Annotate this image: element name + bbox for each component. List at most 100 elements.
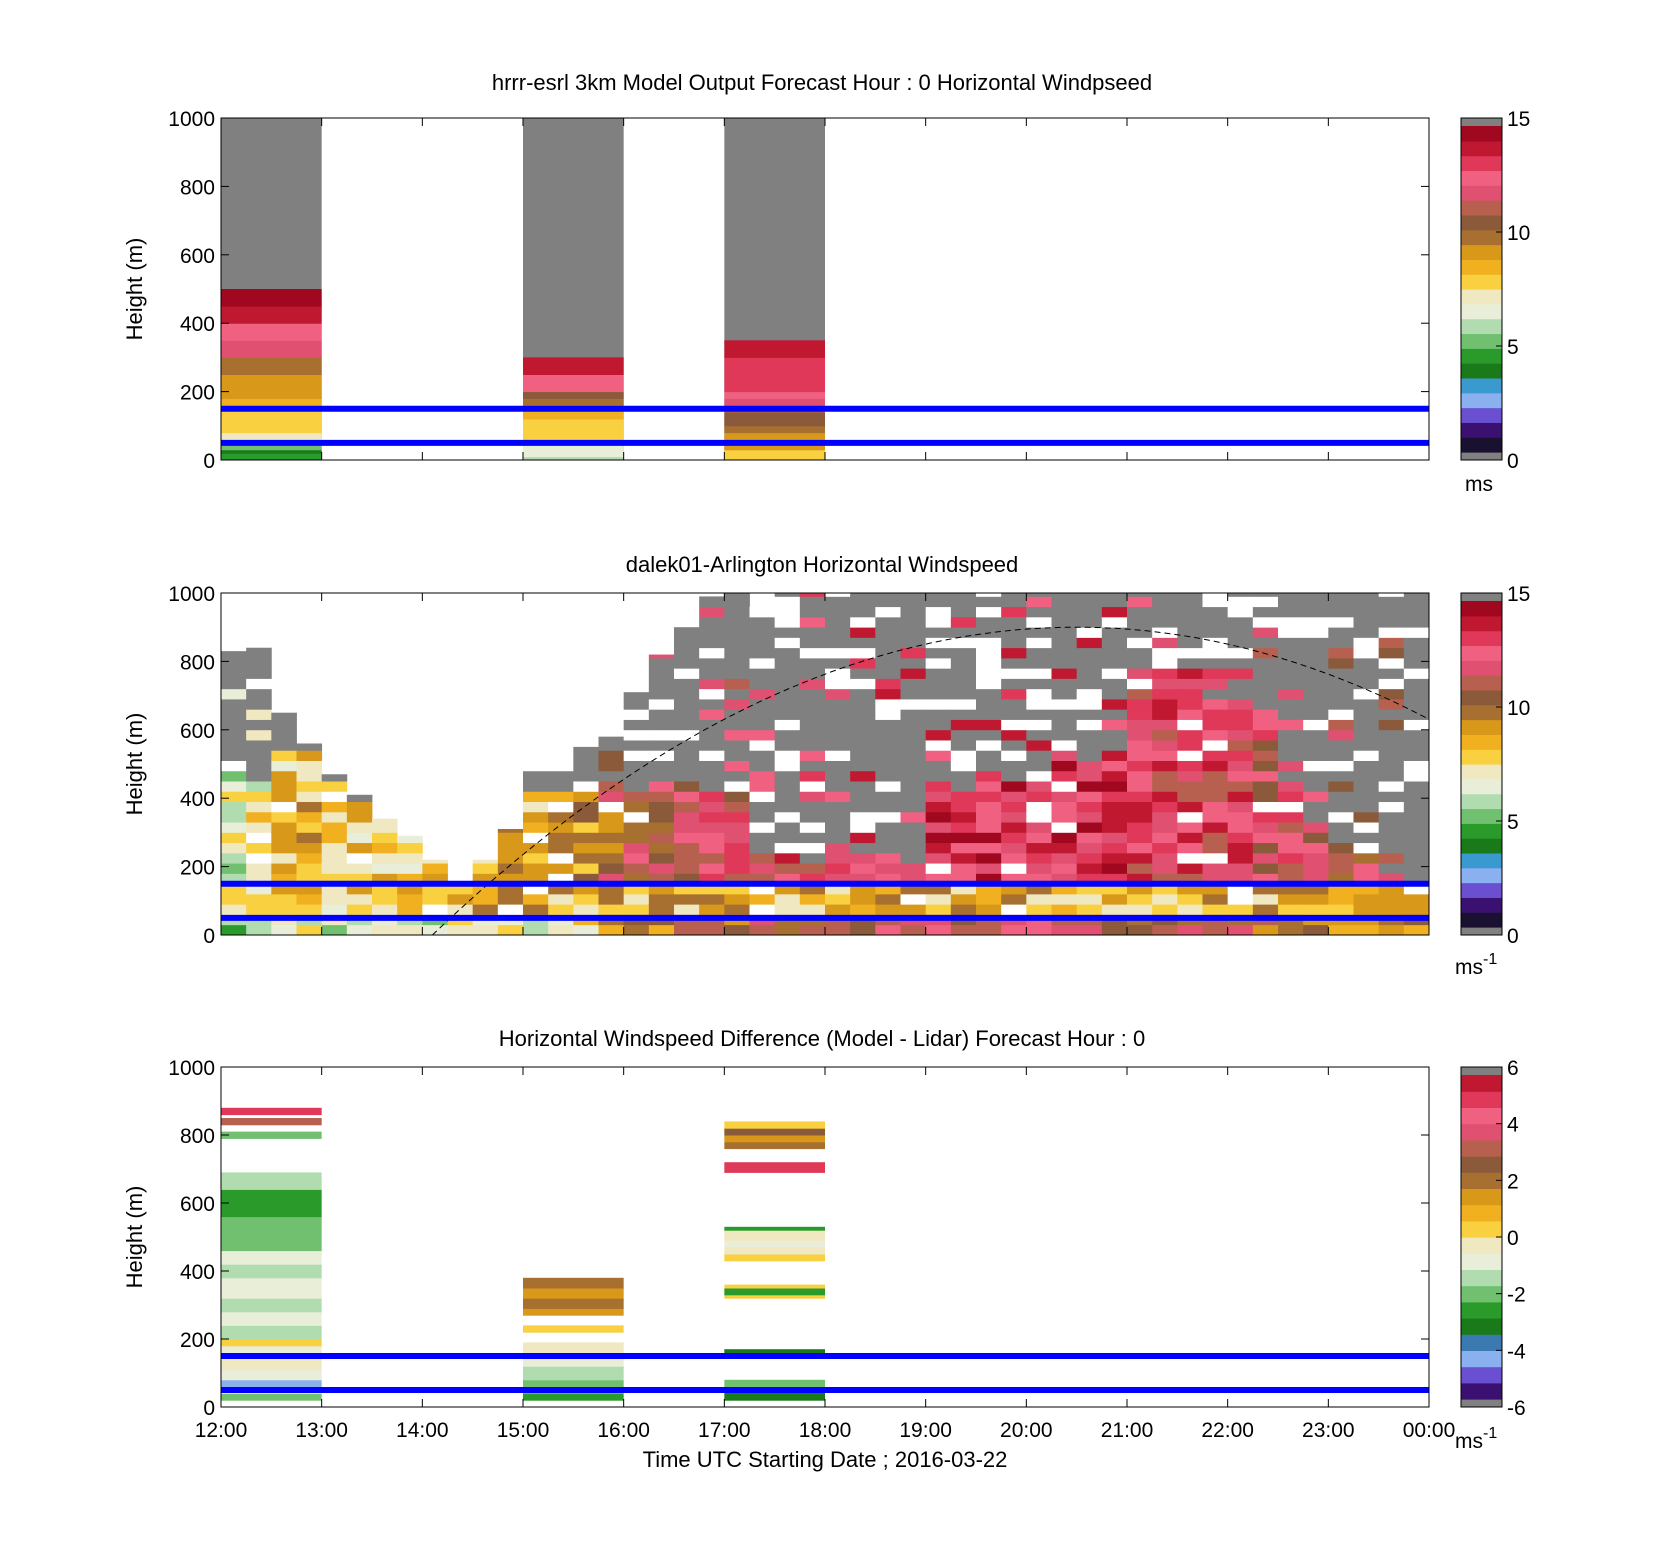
heatmap-cell <box>950 904 977 915</box>
heatmap-cell <box>1051 893 1078 905</box>
heatmap-cell <box>900 863 927 874</box>
heatmap-cell <box>825 873 851 885</box>
heatmap-cell <box>523 442 624 451</box>
colorbar-swatch <box>1461 630 1502 647</box>
heatmap-cell <box>1328 647 1354 659</box>
heatmap-cell <box>724 647 750 659</box>
heatmap-cell <box>1076 668 1103 679</box>
heatmap-cell <box>598 852 625 864</box>
heatmap-cell <box>1076 832 1103 844</box>
heatmap-cell <box>1202 593 1229 597</box>
heatmap-cell <box>674 637 700 649</box>
heatmap-cell <box>1227 883 1254 895</box>
heatmap-cell <box>699 719 725 731</box>
heatmap-cell <box>1278 842 1304 854</box>
colorbar-swatch <box>1461 1123 1502 1141</box>
heatmap-cell <box>523 1366 624 1381</box>
colorbar-swatch <box>1461 437 1502 453</box>
heatmap-cell <box>1001 750 1027 761</box>
heatmap-cell <box>749 760 776 772</box>
heatmap-cell <box>1378 770 1405 782</box>
heatmap-cell <box>799 904 826 915</box>
heatmap-cell <box>1152 688 1178 700</box>
heatmap-cell <box>1202 770 1229 782</box>
heatmap-cell <box>699 637 725 649</box>
heatmap-cell <box>1252 760 1279 772</box>
heatmap-cell <box>976 770 1002 782</box>
heatmap-cell <box>799 627 826 638</box>
heatmap-cell <box>1227 842 1254 854</box>
heatmap-cell <box>1177 627 1203 638</box>
heatmap-cell <box>372 904 398 915</box>
heatmap-cell <box>1001 781 1027 792</box>
heatmap-cell <box>950 842 977 854</box>
heatmap-cell <box>950 729 977 741</box>
heatmap-cell <box>749 822 776 833</box>
heatmap-cell <box>724 678 750 690</box>
heatmap-cell <box>523 1277 624 1289</box>
heatmap-cell <box>1051 863 1078 874</box>
heatmap-cell <box>1227 593 1254 597</box>
heatmap-cell <box>1353 596 1380 608</box>
heatmap-cell <box>1101 852 1128 864</box>
heatmap-cell <box>648 750 675 761</box>
heatmap-cell <box>523 412 624 420</box>
heatmap-cell <box>774 637 801 649</box>
heatmap-cell <box>1026 688 1052 700</box>
heatmap-cell <box>699 606 725 618</box>
heatmap-cell <box>1051 781 1078 792</box>
heatmap-cell <box>246 678 272 690</box>
colorbar-swatch <box>1461 764 1502 780</box>
heatmap-cell <box>1152 832 1178 844</box>
heatmap-cell <box>1001 832 1027 844</box>
heatmap-cell <box>1403 699 1430 710</box>
heatmap-cell <box>1328 627 1354 638</box>
heatmap-cell <box>321 811 348 823</box>
heatmap-cell <box>774 852 801 864</box>
heatmap-cell <box>1152 729 1178 741</box>
heatmap-cell <box>623 904 650 915</box>
heatmap-cell <box>1303 852 1329 864</box>
heatmap-cell <box>573 852 599 864</box>
heatmap-cell <box>1026 781 1052 792</box>
heatmap-cell <box>699 832 725 844</box>
colorbar-tick-label: -4 <box>1507 1340 1526 1363</box>
heatmap-cell <box>271 729 297 741</box>
heatmap-cell <box>1278 852 1304 864</box>
heatmap-cell <box>950 883 977 895</box>
heatmap-cell <box>1127 668 1153 679</box>
heatmap-cell <box>648 883 675 895</box>
heatmap-cell <box>699 750 725 761</box>
heatmap-cell <box>1353 688 1380 700</box>
heatmap-cell <box>1202 760 1229 772</box>
heatmap-cell <box>1252 596 1279 608</box>
heatmap-cell <box>674 709 700 720</box>
heatmap-cell <box>1076 760 1103 772</box>
heatmap-cell <box>1177 904 1203 915</box>
heatmap-cell <box>825 811 851 823</box>
heatmap-cell <box>674 832 700 844</box>
heatmap-cell <box>321 842 348 854</box>
heatmap-cell <box>1202 740 1229 751</box>
heatmap-cell <box>1353 863 1380 874</box>
heatmap-cell <box>623 750 650 761</box>
heatmap-cell <box>1403 863 1430 874</box>
heatmap-cell <box>1101 647 1128 659</box>
heatmap-cell <box>1001 719 1027 731</box>
heatmap-cell <box>221 398 322 406</box>
heatmap-cell <box>296 791 323 803</box>
heatmap-cell <box>1051 801 1078 813</box>
heatmap-cell <box>221 1325 322 1340</box>
heatmap-cell <box>1152 699 1178 710</box>
heatmap-cell <box>825 637 851 649</box>
heatmap-cell <box>900 657 927 669</box>
heatmap-cell <box>472 924 499 936</box>
heatmap-cell <box>1403 760 1430 772</box>
heatmap-cell <box>648 740 675 751</box>
heatmap-cell <box>724 1121 825 1129</box>
heatmap-cell <box>950 760 977 772</box>
heatmap-cell <box>749 791 776 803</box>
heatmap-cell <box>346 822 373 833</box>
heatmap-cell <box>699 801 725 813</box>
